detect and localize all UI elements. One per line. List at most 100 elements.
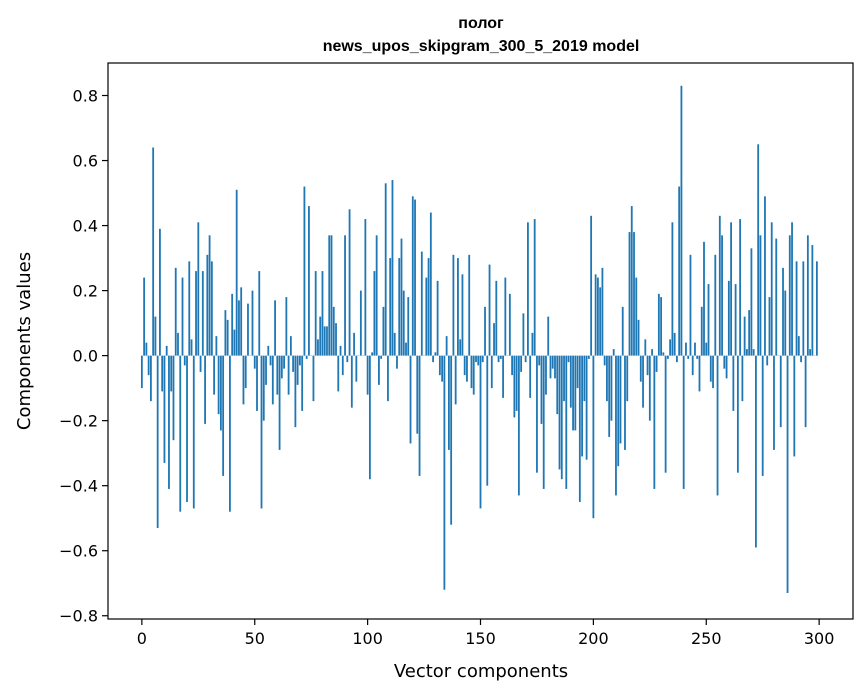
bar-component-85 xyxy=(332,306,335,356)
bar-component-297 xyxy=(811,245,814,356)
bar-component-238 xyxy=(678,186,681,356)
bar-component-77 xyxy=(314,271,317,356)
bar-component-200 xyxy=(592,355,595,519)
bar-component-70 xyxy=(298,355,301,366)
bar-component-41 xyxy=(233,329,236,356)
bar-component-267 xyxy=(743,316,746,356)
bar-component-121 xyxy=(414,199,416,356)
bar-component-140 xyxy=(457,258,459,356)
bar-component-47 xyxy=(247,303,249,356)
bar-component-264 xyxy=(736,355,739,473)
bar-component-254 xyxy=(714,254,717,356)
bar-component-39 xyxy=(229,355,231,512)
y-tick-label: −0.8 xyxy=(59,607,98,626)
bar-component-139 xyxy=(454,355,457,405)
bar-component-252 xyxy=(709,355,712,382)
bar-component-210 xyxy=(615,355,617,496)
bar-component-55 xyxy=(265,355,267,385)
bar-component-109 xyxy=(387,355,389,402)
bar-component-216 xyxy=(628,232,631,356)
bar-component-285 xyxy=(784,290,787,356)
bar-component-173 xyxy=(531,332,534,356)
bar-component-28 xyxy=(204,355,206,424)
bar-component-90 xyxy=(344,235,346,356)
bar-component-222 xyxy=(642,355,644,408)
bar-component-76 xyxy=(312,355,315,402)
bar-component-92 xyxy=(348,209,351,356)
bar-component-190 xyxy=(569,355,572,408)
bar-component-205 xyxy=(603,355,606,366)
x-axis-label: Vector components xyxy=(394,661,568,682)
bar-component-201 xyxy=(594,274,597,356)
bar-component-91 xyxy=(346,355,349,363)
bar-component-56 xyxy=(267,345,270,356)
bar-component-195 xyxy=(581,355,583,457)
bar-component-133 xyxy=(441,355,444,382)
bar-component-169 xyxy=(522,313,525,356)
bar-component-258 xyxy=(723,355,726,369)
bar-component-203 xyxy=(599,287,602,356)
bar-component-243 xyxy=(689,254,692,356)
bar-component-235 xyxy=(671,222,674,356)
bar-component-25 xyxy=(197,222,200,356)
bar-component-3 xyxy=(147,355,150,376)
bar-component-196 xyxy=(583,355,586,402)
bar-component-101 xyxy=(368,355,371,480)
bar-component-87 xyxy=(337,355,340,392)
bar-component-276 xyxy=(764,196,766,356)
bar-component-12 xyxy=(168,355,170,489)
bar-component-194 xyxy=(578,355,581,502)
chart-title-line-1: полог xyxy=(458,15,504,32)
bar-component-212 xyxy=(619,355,622,444)
bar-component-14 xyxy=(172,355,175,441)
bar-component-178 xyxy=(542,355,545,489)
bar-component-84 xyxy=(330,235,333,356)
bar-component-71 xyxy=(301,355,304,411)
bar-component-292 xyxy=(800,355,802,363)
bar-component-50 xyxy=(253,355,256,369)
bar-component-143 xyxy=(463,355,466,376)
bar-component-111 xyxy=(391,180,394,356)
y-tick-label: 0.2 xyxy=(73,282,98,301)
bar-component-183 xyxy=(554,355,556,379)
y-axis-ticks: −0.8 −0.6 −0.4 −0.2 0.0 0.2 0.4 0.6 0.8 xyxy=(59,87,108,626)
y-axis-label: Components values xyxy=(14,252,35,430)
bar-component-247 xyxy=(698,355,701,392)
bar-component-242 xyxy=(687,355,690,359)
bar-component-42 xyxy=(235,189,238,356)
bar-component-229 xyxy=(657,293,660,356)
bar-component-246 xyxy=(696,355,699,359)
bar-component-15 xyxy=(174,267,177,356)
y-tick-label: −0.2 xyxy=(59,412,98,431)
bar-component-167 xyxy=(517,355,520,496)
bar-component-129 xyxy=(432,355,434,363)
bar-component-233 xyxy=(666,355,669,359)
bar-component-182 xyxy=(551,355,554,369)
bar-component-72 xyxy=(303,186,306,356)
bar-component-147 xyxy=(472,355,475,395)
bar-component-31 xyxy=(210,261,213,356)
bar-component-197 xyxy=(585,355,588,460)
bar-component-163 xyxy=(508,293,511,356)
x-tick-label: 0 xyxy=(137,629,147,648)
bar-component-17 xyxy=(179,355,182,512)
bar-component-7 xyxy=(156,355,159,528)
bar-component-215 xyxy=(626,355,629,402)
bar-component-192 xyxy=(574,355,577,431)
bar-component-290 xyxy=(795,261,798,356)
x-axis-ticks: 0 50 100 150 200 250 300 xyxy=(137,619,834,648)
bar-component-19 xyxy=(183,355,186,366)
bar-component-8 xyxy=(159,228,161,356)
bar-component-275 xyxy=(761,355,764,476)
bar-component-280 xyxy=(773,355,775,450)
bar-component-214 xyxy=(624,355,626,450)
bar-component-126 xyxy=(425,277,428,356)
bar-component-62 xyxy=(280,355,283,379)
bar-component-53 xyxy=(260,355,263,509)
bar-component-239 xyxy=(680,85,683,356)
bar-component-22 xyxy=(190,339,193,356)
bar-component-112 xyxy=(393,332,396,356)
bar-component-66 xyxy=(289,336,292,356)
bar-component-68 xyxy=(294,355,297,428)
bar-component-36 xyxy=(222,355,225,476)
